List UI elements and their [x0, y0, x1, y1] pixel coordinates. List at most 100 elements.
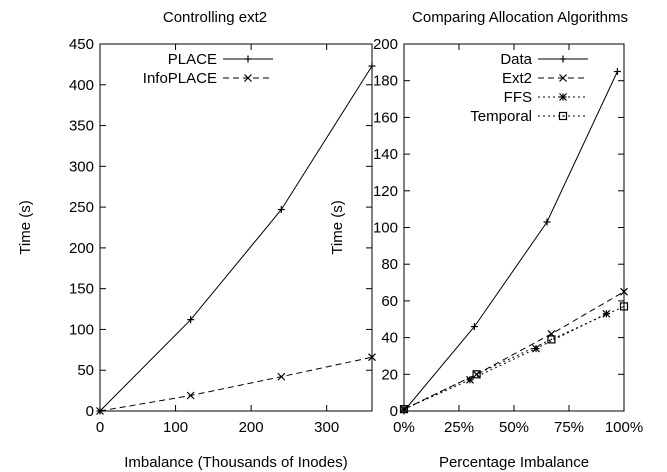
chart2-series-temporal-point-dot: [550, 338, 553, 341]
chart2-series-ffs-point-d2: [602, 309, 611, 318]
chart2-ytick-label: 120: [373, 183, 398, 200]
chart2-series-temporal-point-dot: [475, 373, 478, 376]
chart2-series-temporal-point-dot: [403, 408, 405, 410]
chart2-legend-marker-dot: [562, 115, 564, 117]
chart2-series-temporal-point-box: [547, 335, 556, 344]
chart1-series-infoplace-point-d2: [96, 407, 104, 415]
chart1-legend-label: InfoPLACE: [143, 70, 217, 87]
chart1-ytick-label: 450: [69, 36, 94, 53]
chart2-ytick-label: 40: [381, 330, 398, 347]
chart2-ytick-label: 200: [373, 36, 398, 53]
chart1-series-infoplace-point-d2: [368, 353, 376, 362]
chart1-legend-label: PLACE: [168, 51, 217, 68]
chart2-series-temporal-point-box: [619, 302, 629, 311]
chart1-series-place-line: [99, 65, 373, 412]
chart1-ytick-label: 0: [86, 403, 94, 420]
chart2-series-data-point: [470, 323, 478, 331]
chart1-xtick-label: 100: [163, 419, 188, 436]
chart1-xlabel: Imbalance (Thousands of Inodes): [124, 454, 347, 471]
chart1-ytick-label: 50: [77, 362, 94, 379]
chart2-ytick-label: 20: [381, 366, 398, 383]
chart1-plot-frame: [99, 43, 373, 412]
chart2-legend-marker: [559, 74, 567, 82]
chart2-series-data-point: [613, 68, 621, 76]
chart1-legend-marker-d2: [244, 74, 252, 82]
chart2-series-data-line: [403, 71, 618, 412]
chart2-ytick-label: 180: [373, 73, 398, 90]
chart1-ytick-label: 300: [69, 158, 94, 175]
chart2-series-temporal-line: [403, 305, 625, 410]
chart1-series-place: [96, 62, 376, 415]
chart1: Controlling ext2 0 50 100 150 200 250 300 350 400…: [17, 9, 376, 471]
chart1-ylabel: Time (s): [17, 200, 34, 254]
chart2-legend-label: Temporal: [470, 108, 532, 125]
chart2-legend-label: Ext2: [502, 70, 532, 87]
chart2-legend-marker: [559, 93, 567, 101]
chart2-legend-marker: [559, 55, 567, 63]
chart2-legend-item: FFS: [504, 89, 588, 106]
chart2-series-data-point: [543, 218, 551, 226]
chart1-ytick-label: 200: [69, 240, 94, 257]
chart2: Comparing Allocation Algorithms 0 20 40 60 80…: [329, 9, 643, 471]
chart1-series-infoplace-point: [96, 407, 104, 415]
chart1-series-infoplace-line: [99, 356, 373, 412]
chart1-xtick-label: 200: [239, 419, 264, 436]
chart2-ytick-label: 160: [373, 109, 398, 126]
chart2-ytick-label: 140: [373, 146, 398, 163]
chart2-xtick-label: 25%: [444, 419, 474, 436]
chart2-series-ffs-point-d2: [466, 375, 474, 384]
chart1-ytick-label: 250: [69, 199, 94, 216]
chart2-legend-label: FFS: [504, 89, 532, 106]
chart2-series-ffs-line: [403, 313, 607, 410]
chart1-series-infoplace-point: [277, 372, 286, 381]
chart2-xlabel: Percentage Imbalance: [439, 454, 589, 471]
chart2-series-temporal: [399, 302, 629, 414]
chart1-ytick-label: 100: [69, 321, 94, 338]
chart1-series-place-point: [187, 316, 195, 324]
chart1-series-infoplace-point-d2: [277, 372, 286, 381]
chart1-ytick-label: 400: [69, 77, 94, 94]
chart2-series-ffs-point-d2: [532, 344, 540, 353]
chart2-legend-marker-d2: [559, 74, 567, 82]
chart2-legend-marker: [558, 111, 568, 121]
chart1-legend-item: InfoPLACE: [143, 70, 273, 87]
chart1-ytick-label: 350: [69, 118, 94, 135]
chart1-series-infoplace-point: [368, 353, 376, 362]
chart2-legend-marker-d2: [559, 93, 567, 101]
chart2-legend-item: Temporal: [470, 108, 588, 125]
chart2-title: Comparing Allocation Algorithms: [412, 9, 628, 26]
chart2-series-temporal-point-box: [472, 370, 481, 379]
chart2-series-temporal-point: [619, 302, 629, 311]
chart2-series-ffs-point: [466, 375, 474, 384]
chart2-legend-item: Ext2: [502, 70, 588, 87]
chart1-series-place-point: [368, 62, 376, 70]
chart2-series-temporal-point: [547, 335, 556, 344]
chart2-ytick-label: 60: [381, 293, 398, 310]
chart1-xtick-label: 300: [314, 419, 339, 436]
chart2-series-temporal-point: [399, 405, 409, 414]
chart2-series-ext2-point: [620, 287, 628, 296]
chart2-series-temporal-point-dot: [623, 305, 625, 308]
chart2-xtick-label: 100%: [605, 419, 643, 436]
chart1-legend-marker: [244, 74, 252, 82]
chart1-series-infoplace-point-d2: [186, 391, 195, 400]
chart1-series-infoplace-point: [186, 391, 195, 400]
chart1-series-infoplace: [96, 353, 376, 415]
chart2-series-ext2-line: [403, 291, 625, 410]
chart2-xtick-label: 75%: [554, 419, 584, 436]
chart2-series-temporal-point: [472, 370, 481, 379]
chart2-ytick-label: 0: [390, 403, 398, 420]
chart2-legend-marker-box: [558, 111, 568, 121]
chart1-xtick-label: 0: [96, 419, 104, 436]
chart2-series-ext2: [400, 287, 628, 414]
chart2-xtick-label: 50%: [499, 419, 529, 436]
chart1-legend-item: PLACE: [168, 51, 273, 68]
chart2-legend-item: Data: [500, 51, 588, 68]
chart2-xtick-label: 0%: [393, 419, 415, 436]
chart1-series-place-point: [277, 206, 285, 214]
chart2-legend-label: Data: [500, 51, 532, 68]
chart1-title: Controlling ext2: [163, 9, 267, 26]
chart2-ytick-label: 80: [381, 256, 398, 273]
chart2-series-temporal-point-box: [399, 405, 409, 414]
